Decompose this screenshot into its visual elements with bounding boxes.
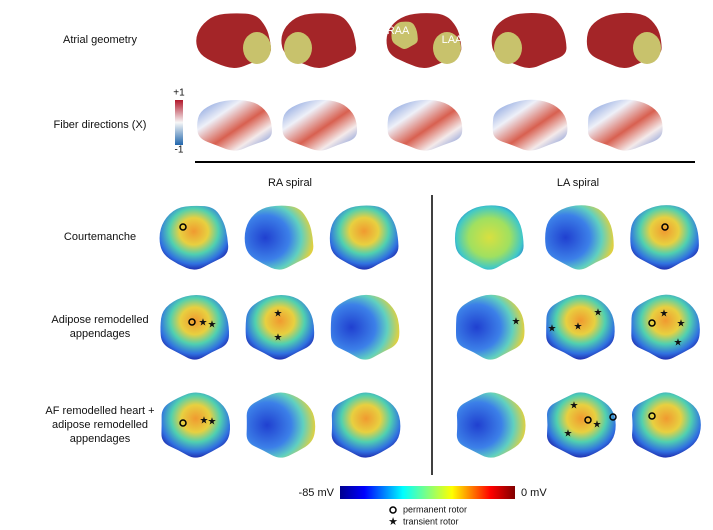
transient-rotor: ★ (274, 333, 283, 344)
row-label: Fiber directions (X) (54, 119, 147, 131)
heart-rendering (545, 205, 614, 270)
heart-rendering (160, 295, 230, 360)
scale-label: +1 (173, 88, 185, 99)
fat-patch (433, 32, 461, 64)
heart-rendering (546, 294, 615, 360)
heart-rendering (587, 99, 663, 151)
rotors: ★ ★★★★★ ★★ ★★★★ ★★★★ (179, 223, 686, 440)
heart-rendering (492, 99, 568, 151)
transient-rotor: ★ (593, 420, 602, 431)
transient-rotor: ★ (199, 318, 208, 329)
fat-patch (284, 32, 312, 64)
column-title: LA spiral (557, 177, 599, 189)
heart-rendering (282, 99, 358, 151)
row-label: Adipose remodelled (51, 314, 148, 326)
scale-label: -1 (175, 145, 184, 156)
heart-rendering (454, 205, 524, 270)
heart-rendering (387, 99, 463, 151)
fat-patch (494, 32, 522, 64)
legend-label: transient rotor (403, 516, 459, 526)
transient-rotor: ★ (208, 320, 217, 331)
heart-rendering (244, 205, 314, 270)
fat-patch (243, 32, 271, 64)
transient-rotor: ★ (564, 429, 573, 440)
heart-rendering (631, 294, 700, 360)
row-label: AF remodelled heart + (45, 405, 154, 417)
scale-label: 0 mV (521, 487, 547, 499)
transient-rotor: ★ (594, 308, 603, 319)
legend-label: permanent rotor (403, 504, 467, 514)
heart-rendering (331, 392, 401, 458)
transient-rotor: ★ (677, 319, 686, 330)
transient-rotor: ★ (274, 309, 283, 320)
colorbar (340, 486, 515, 499)
heart-rendering (455, 294, 525, 360)
heart-rendering (197, 99, 272, 151)
permanent-rotor (648, 319, 656, 327)
transient-rotor: ★ (660, 309, 669, 320)
label: RAA (387, 25, 410, 37)
permanent-rotor (661, 223, 669, 231)
heart-rendering (456, 392, 526, 458)
permanent-rotor (179, 223, 187, 231)
transient-rotor: ★ (208, 417, 217, 428)
permanent-rotor (584, 416, 592, 424)
row-label: adipose remodelled (52, 419, 148, 431)
legend-marker (389, 506, 397, 514)
row-label: Atrial geometry (63, 34, 137, 46)
row-label: appendages (70, 433, 131, 445)
heart-rendering (391, 21, 418, 49)
heart-rendering (632, 392, 701, 458)
permanent-rotor (609, 413, 617, 421)
row-label: appendages (70, 328, 131, 340)
transient-rotor: ★ (674, 338, 683, 349)
colorbar (175, 100, 183, 145)
renderings (159, 12, 701, 458)
heart-rendering (245, 294, 315, 360)
row-label: Courtemanche (64, 231, 136, 243)
row-labels: Atrial geometry Fiber directions (X) Court… (45, 34, 154, 445)
legend-marker: ★ (388, 516, 398, 528)
permanent-rotor (648, 412, 656, 420)
column-title: RA spiral (268, 177, 312, 189)
permanent-rotor (179, 419, 187, 427)
heart-rendering (159, 205, 229, 270)
transient-rotor: ★ (574, 322, 583, 333)
heart-rendering (546, 392, 616, 458)
heart-rendering (330, 294, 400, 360)
scale-label: -85 mV (299, 487, 335, 499)
heart-rendering (630, 205, 699, 270)
heart-rendering (246, 392, 316, 458)
transient-rotor: ★ (200, 416, 209, 427)
label: LAA (442, 34, 463, 46)
transient-rotor: ★ (570, 401, 579, 412)
heart-rendering (329, 205, 399, 270)
heart-rendering (161, 392, 231, 458)
fat-patch (633, 32, 661, 64)
permanent-rotor (188, 318, 196, 326)
transient-rotor: ★ (512, 317, 521, 328)
transient-rotor: ★ (548, 324, 557, 335)
